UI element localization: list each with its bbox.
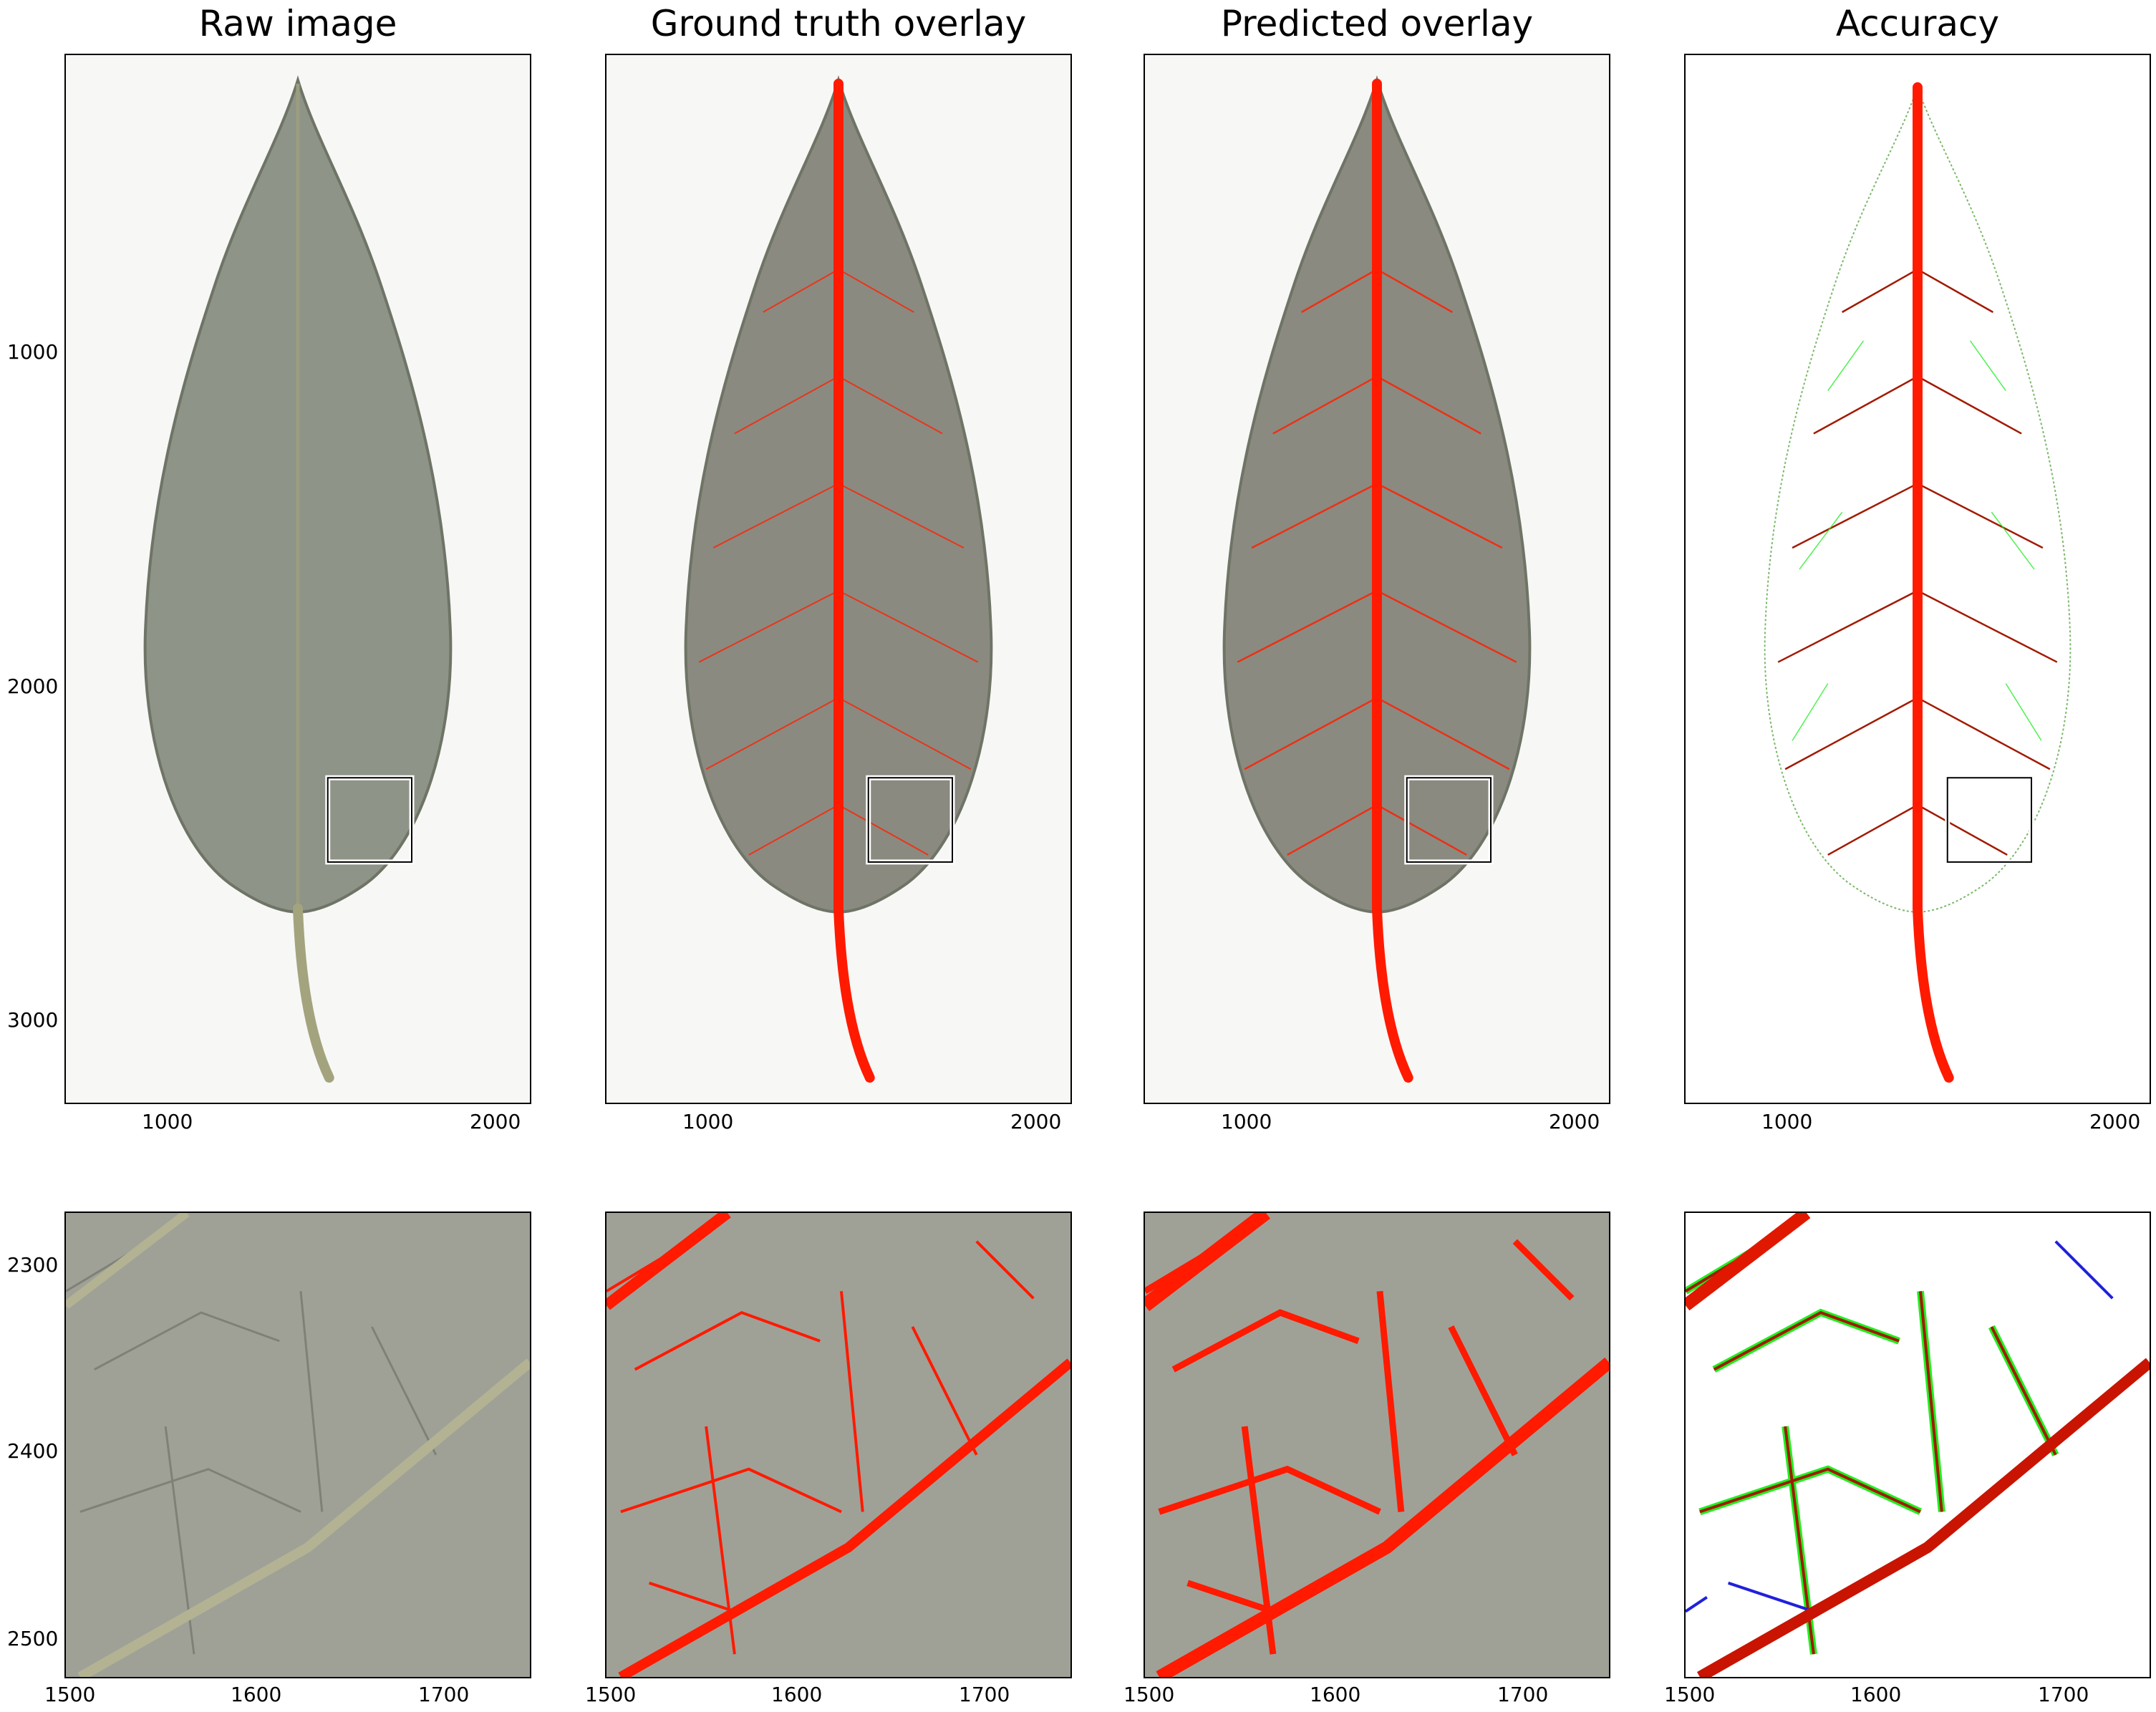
top-x-tick-1000-raw: 1000 xyxy=(142,1110,193,1133)
title-accuracy: Accuracy xyxy=(1835,3,2000,44)
raw-zoom-image xyxy=(66,1213,530,1677)
panel-ground-truth-zoom xyxy=(605,1212,1072,1678)
panel-ground-truth-full xyxy=(605,54,1072,1104)
bottom-x-tick-1600-acc: 1600 xyxy=(1850,1683,1902,1706)
bottom-x-tick-1600-gt: 1600 xyxy=(771,1683,823,1706)
bottom-x-tick-1500-gt: 1500 xyxy=(585,1683,637,1706)
acc-zoom-false-negative xyxy=(1686,1240,2114,1613)
bottom-x-tick-1500-pred: 1500 xyxy=(1123,1683,1175,1706)
top-x-tick-1000-pred: 1000 xyxy=(1221,1110,1272,1133)
top-x-tick-1000-acc: 1000 xyxy=(1761,1110,1813,1133)
title-raw: Raw image xyxy=(198,3,397,44)
title-predicted: Predicted overlay xyxy=(1220,3,1534,44)
zoom-box xyxy=(1945,775,2034,865)
raw-zoom-secondary-vein xyxy=(77,1358,530,1677)
panel-accuracy-zoom xyxy=(1684,1212,2151,1678)
pred-secondary-veins xyxy=(1237,269,1517,856)
top-y-tick-1000: 1000 xyxy=(7,340,59,364)
ground-truth-leaf-image xyxy=(684,75,993,1083)
top-x-tick-2000-gt: 2000 xyxy=(1010,1110,1062,1133)
bottom-x-tick-1700-raw: 1700 xyxy=(418,1683,470,1706)
bottom-x-tick-1500-raw: 1500 xyxy=(44,1683,96,1706)
panel-raw-zoom xyxy=(64,1212,531,1678)
acc-zoom-secondary-vein xyxy=(1696,1358,2150,1677)
panel-predicted-full xyxy=(1144,54,1610,1104)
gt-midrib xyxy=(833,78,875,1083)
top-x-tick-2000-acc: 2000 xyxy=(2089,1110,2141,1133)
bottom-x-tick-1700-pred: 1700 xyxy=(1497,1683,1549,1706)
acc-secondary-veins xyxy=(1777,269,2058,856)
raw-leaf-image xyxy=(143,75,453,1083)
ground-truth-zoom-image xyxy=(606,1213,1070,1677)
leaf-stem xyxy=(293,903,334,1083)
bottom-y-tick-2400: 2400 xyxy=(7,1439,59,1463)
bottom-x-tick-1700-gt: 1700 xyxy=(959,1683,1010,1706)
gt-secondary-veins xyxy=(698,269,979,856)
pred-zoom-secondary-vein xyxy=(1156,1357,1609,1677)
pred-midrib xyxy=(1372,78,1413,1083)
top-y-tick-3000: 3000 xyxy=(7,1008,59,1032)
gt-zoom-secondary-vein xyxy=(618,1358,1070,1677)
top-y-tick-2000: 2000 xyxy=(7,674,59,698)
predicted-zoom-image xyxy=(1145,1213,1609,1677)
predicted-leaf-image xyxy=(1222,75,1532,1083)
panel-predicted-zoom xyxy=(1144,1212,1610,1678)
bottom-x-tick-1600-raw: 1600 xyxy=(231,1683,282,1706)
accuracy-leaf-image xyxy=(1764,82,2072,1083)
bottom-x-tick-1600-pred: 1600 xyxy=(1310,1683,1361,1706)
title-ground-truth: Ground truth overlay xyxy=(650,3,1027,44)
bottom-y-tick-2500: 2500 xyxy=(7,1627,59,1650)
bottom-y-tick-2300: 2300 xyxy=(7,1253,59,1277)
accuracy-zoom-image xyxy=(1686,1213,2150,1677)
acc-midrib xyxy=(1913,82,1954,1083)
bottom-x-tick-1500-acc: 1500 xyxy=(1664,1683,1716,1706)
top-x-tick-2000-pred: 2000 xyxy=(1549,1110,1600,1133)
top-x-tick-1000-gt: 1000 xyxy=(682,1110,734,1133)
acc-false-positive-veins xyxy=(1792,340,2042,741)
top-x-tick-2000-raw: 2000 xyxy=(470,1110,521,1133)
bottom-x-tick-1700-acc: 1700 xyxy=(2038,1683,2089,1706)
panel-raw-full xyxy=(64,54,531,1104)
panel-accuracy-full xyxy=(1684,54,2151,1104)
